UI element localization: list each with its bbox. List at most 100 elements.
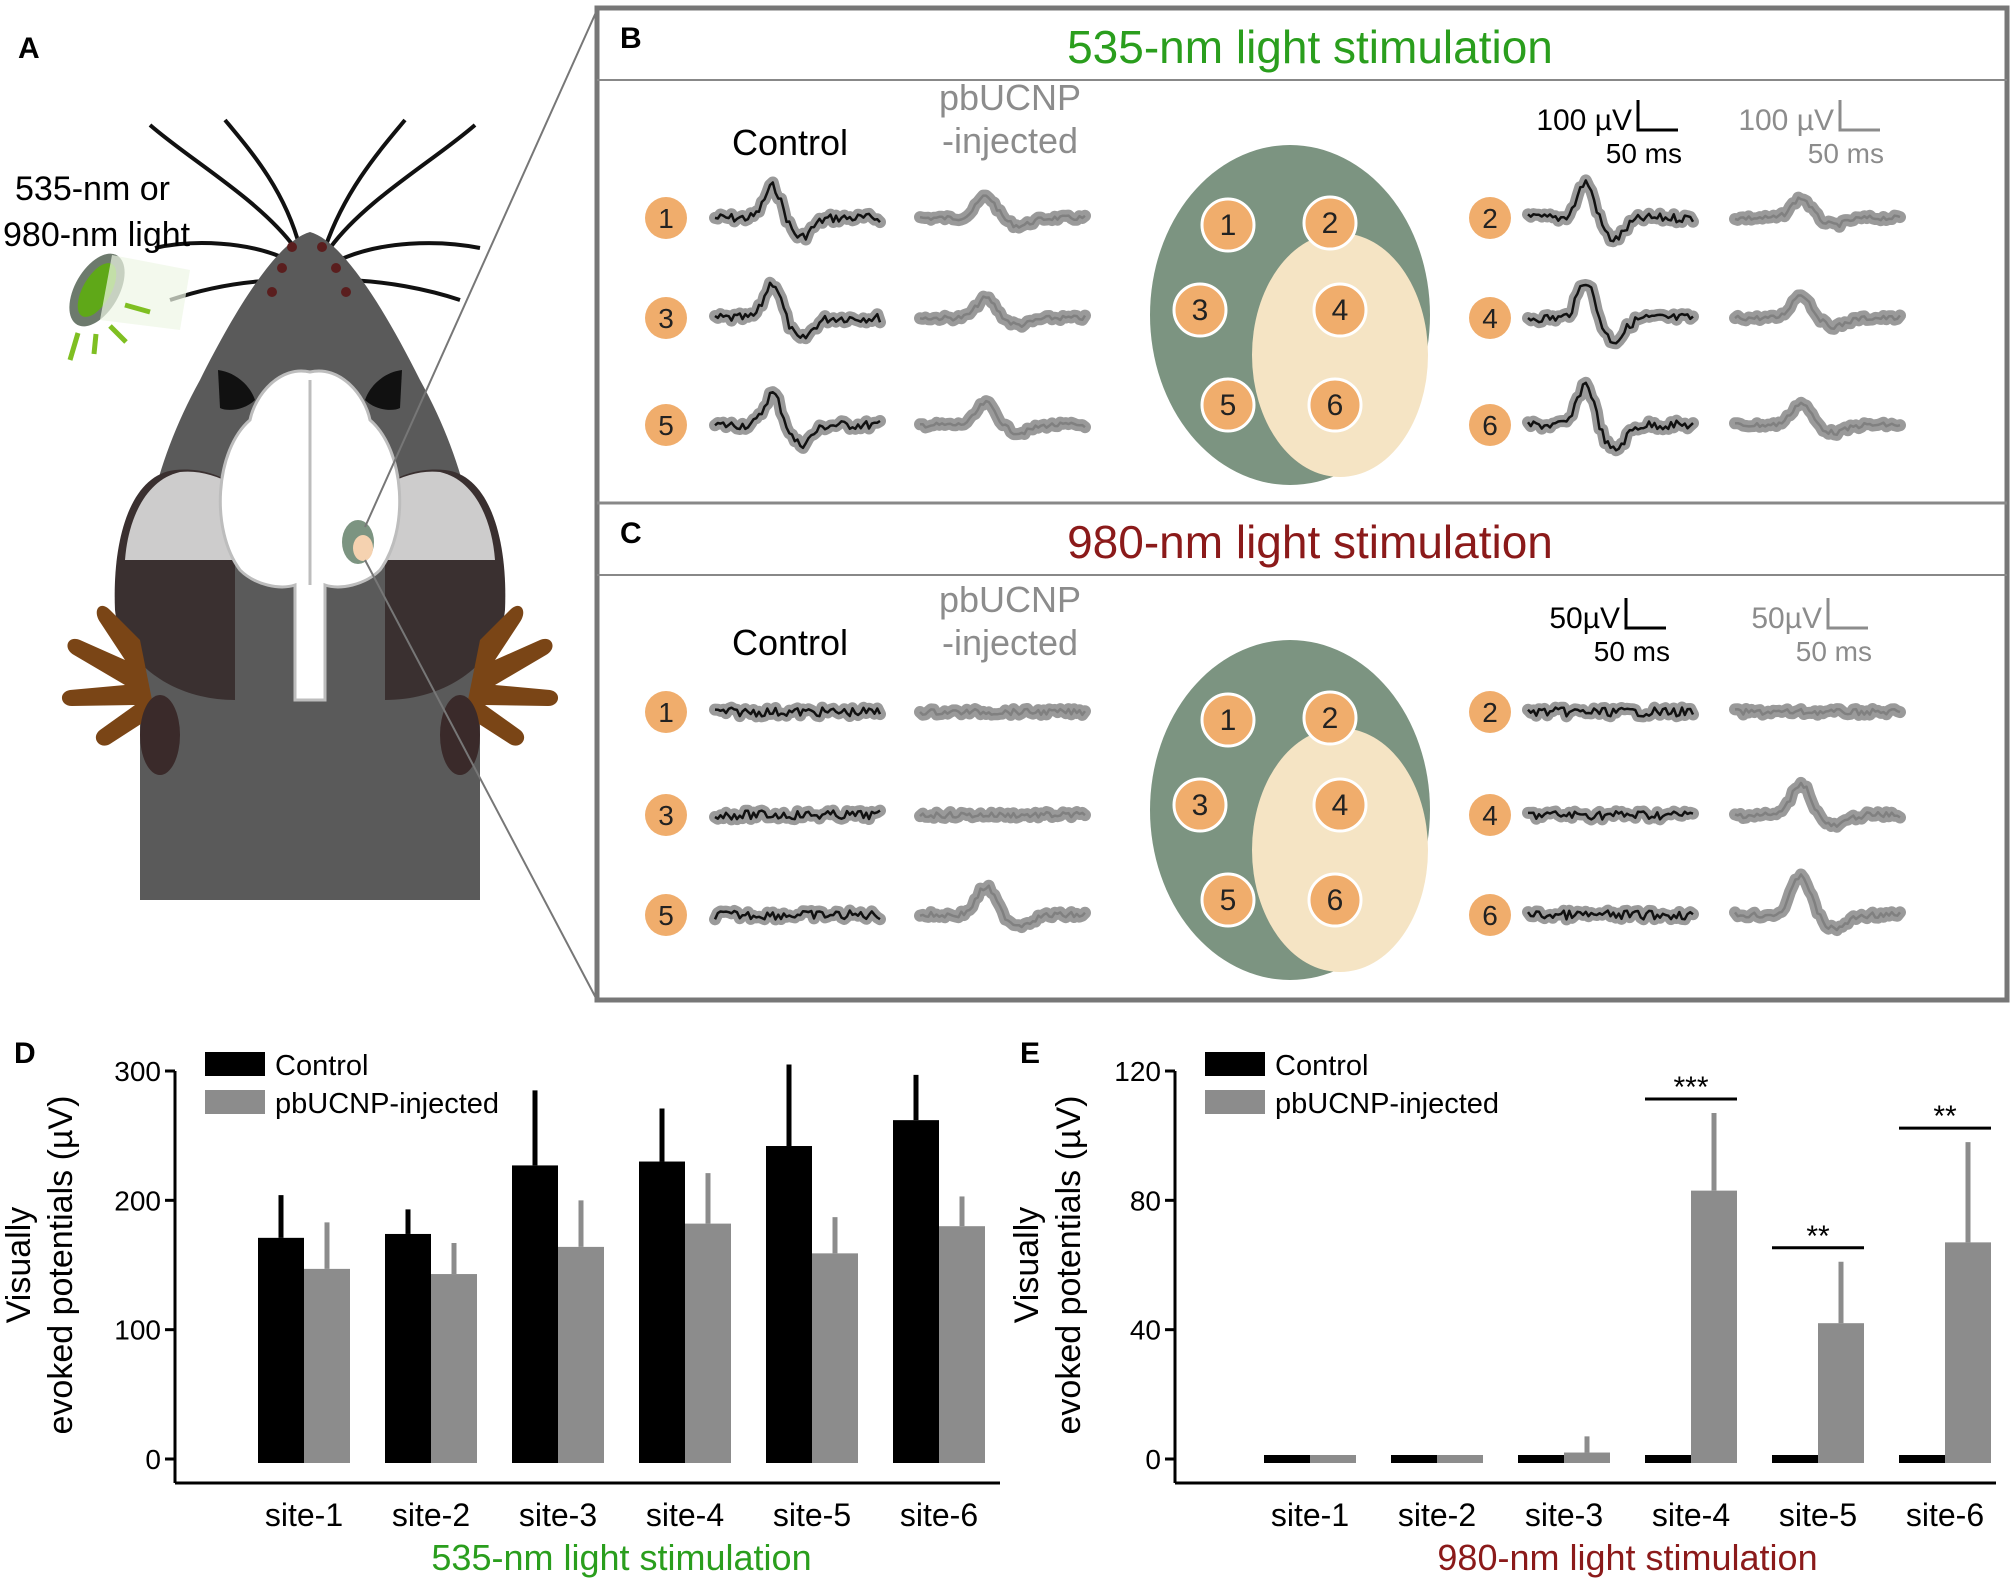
- trace-pb-site-2-line: [1734, 196, 1901, 229]
- site-left-5-circle: [645, 404, 687, 446]
- y-axis-label-2: evoked potentials (µV): [42, 1096, 80, 1435]
- y-tick-label: 0: [145, 1444, 161, 1475]
- trace-pb-site-1-line: [919, 194, 1086, 229]
- site-left-3-label: 3: [658, 800, 674, 831]
- scale-black-voltage: 100 µV: [1536, 104, 1632, 137]
- bar-pb-site-1: [1310, 1455, 1356, 1463]
- right-ear-inner: [385, 471, 495, 560]
- pb-label-2: -injected: [942, 120, 1078, 161]
- bar-control-site-6: [893, 1120, 939, 1463]
- bar-pb-site-3: [1564, 1452, 1610, 1463]
- bar-control-site-1: [1264, 1455, 1310, 1463]
- bar-pb-site-4: [1691, 1190, 1737, 1463]
- map-site-5-circle: [1200, 872, 1256, 928]
- light-label-2: 980-nm light: [3, 216, 191, 254]
- x-tick-label-site-4: site-4: [646, 1497, 724, 1533]
- site-right-2-label: 2: [1482, 697, 1498, 728]
- trace-control-site-4-line: [1528, 810, 1694, 821]
- site-right-2-circle: [1469, 197, 1511, 239]
- trace-control-site-3-line: [714, 809, 881, 821]
- site-left-3-circle: [645, 794, 687, 836]
- scale-black-voltage: 50µV: [1549, 602, 1620, 635]
- scale-bar-gray: [1826, 598, 1868, 630]
- x-tick-label-site-5: site-5: [1779, 1497, 1857, 1533]
- map-site-1-label: 1: [1220, 209, 1237, 242]
- trace-control-site-2-line: [1527, 179, 1695, 243]
- site-left-5-circle: [645, 894, 687, 936]
- trace-pb-site-4-band: [1729, 776, 1906, 833]
- site-right-4-label: 4: [1482, 303, 1498, 334]
- panel-c: C 980-nm light stimulation Control pbUCNP-i…: [620, 516, 1906, 980]
- legend-swatch-pb: [1205, 1090, 1265, 1114]
- site-right-6-circle: [1469, 404, 1511, 446]
- map-site-5-circle: [1200, 377, 1256, 433]
- map-site-6-label: 6: [1327, 389, 1344, 422]
- bar-pb-site-5: [1818, 1323, 1864, 1463]
- right-paw: [440, 605, 559, 775]
- panel-a: A: [3, 9, 598, 1001]
- bar-pb-site-4: [685, 1223, 731, 1463]
- implant-inner: [353, 535, 373, 561]
- map-site-6-label: 6: [1327, 884, 1344, 917]
- map-site-3-circle: [1172, 282, 1228, 338]
- x-tick-label-site-1: site-1: [265, 1497, 343, 1533]
- site-right-4-circle: [1469, 297, 1511, 339]
- y-axis-label-1: Visually: [1008, 1207, 1046, 1324]
- bar-pb-site-5: [812, 1253, 858, 1463]
- trace-pb-site-5-band: [914, 879, 1091, 934]
- legend-label-control: Control: [1275, 1050, 1369, 1082]
- site-right-2-circle: [1469, 691, 1511, 733]
- site-right-2-label: 2: [1482, 203, 1498, 234]
- bar-pb-site-2: [1437, 1455, 1483, 1463]
- x-tick-label-site-5: site-5: [773, 1497, 851, 1533]
- x-tick-label-site-2: site-2: [392, 1497, 470, 1533]
- trace-pb-site-5-line: [919, 884, 1086, 929]
- scale-gray-time: 50 ms: [1796, 636, 1872, 667]
- trace-pb-site-3-line: [919, 810, 1086, 820]
- site-right-6-label: 6: [1482, 410, 1498, 441]
- trace-pb-site-5-band: [914, 395, 1091, 441]
- y-tick-label: 100: [114, 1315, 161, 1346]
- trace-control-site-3-band: [709, 276, 886, 345]
- map-site-2-circle: [1302, 195, 1358, 251]
- trace-pb-site-6-band: [1729, 396, 1906, 441]
- site-right-4-circle: [1469, 794, 1511, 836]
- bar-control-site-3: [1518, 1455, 1564, 1463]
- bar-control-site-4: [639, 1161, 685, 1463]
- panel-bc-frame: [594, 5, 2010, 1003]
- map-site-2-label: 2: [1322, 702, 1339, 735]
- trace-pb-site-2-line: [1734, 707, 1901, 717]
- panel-e-chart: E 0 40 80 120 Visually evoked potentials (µV) s…: [1008, 1037, 1996, 1578]
- site-left-5-label: 5: [658, 900, 674, 931]
- panel-a-label: A: [18, 32, 40, 65]
- x-tick-label-site-4: site-4: [1652, 1497, 1730, 1533]
- bar-pb-site-3: [558, 1246, 604, 1463]
- x-tick-label-site-2: site-2: [1398, 1497, 1476, 1533]
- trace-control-site-5-line: [714, 390, 881, 450]
- bar-pb-site-1: [304, 1268, 350, 1463]
- x-axis-label: 535-nm light stimulation: [431, 1537, 811, 1578]
- scale-gray-voltage: 100 µV: [1738, 104, 1834, 137]
- legend-label-control: Control: [275, 1050, 369, 1082]
- control-label: Control: [732, 622, 848, 663]
- trace-control-site-6-line: [1526, 909, 1694, 921]
- trace-pb-site-1-line: [919, 707, 1087, 717]
- y-tick-label: 80: [1130, 1185, 1161, 1216]
- light-label-1: 535-nm or: [15, 170, 170, 208]
- site-right-6-circle: [1469, 894, 1511, 936]
- y-tick-label: 40: [1130, 1315, 1161, 1346]
- trace-control-site-1-band: [709, 176, 886, 246]
- nose-dots: [267, 242, 351, 297]
- bar-control-site-2: [385, 1233, 431, 1463]
- site-left-3-label: 3: [658, 303, 674, 334]
- pb-label-1: pbUCNP: [939, 77, 1081, 118]
- trace-control-site-6-line: [1526, 381, 1694, 452]
- scale-bar-gray: [1838, 100, 1880, 132]
- map-site-3-label: 3: [1192, 789, 1209, 822]
- legend-label-pb: pbUCNP-injected: [275, 1088, 499, 1120]
- zoom-line-bottom: [364, 559, 598, 1001]
- trace-control-site-2-line: [1527, 706, 1695, 718]
- map-site-1-label: 1: [1220, 704, 1237, 737]
- trace-pb-site-6-line: [1733, 873, 1901, 932]
- trace-pb-site-5-line: [919, 399, 1086, 436]
